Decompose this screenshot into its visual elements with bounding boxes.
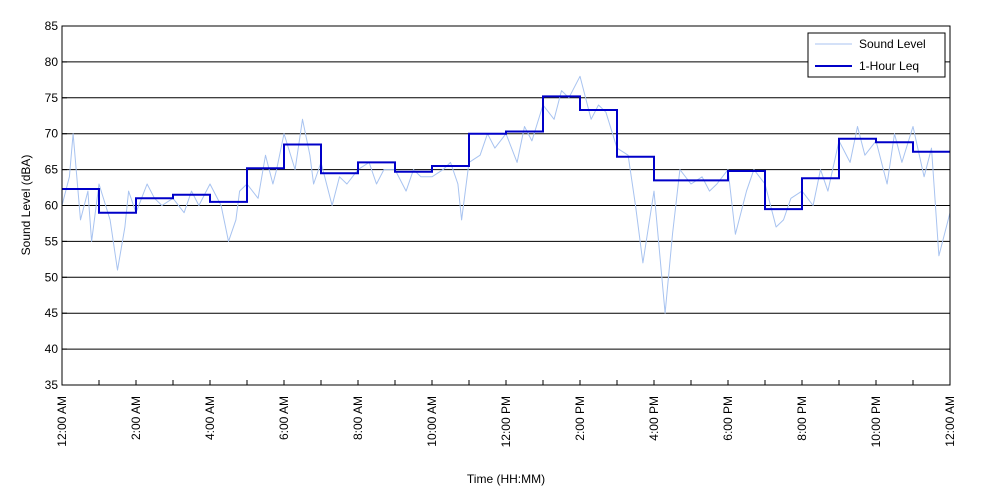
y-tick-label: 55 bbox=[45, 234, 59, 248]
x-tick-label: 2:00 PM bbox=[573, 396, 587, 441]
legend-label-1-hour-leq: 1-Hour Leq bbox=[859, 59, 919, 73]
x-tick-label: 10:00 PM bbox=[869, 396, 883, 447]
y-tick-label: 65 bbox=[45, 163, 59, 177]
y-tick-label: 40 bbox=[45, 342, 59, 356]
legend-box bbox=[807, 32, 946, 78]
x-tick-label: 2:00 AM bbox=[129, 396, 143, 440]
series-line-1-hour-leq bbox=[62, 95, 950, 214]
y-tick-label: 45 bbox=[45, 306, 59, 320]
x-tick-label: 4:00 PM bbox=[647, 396, 661, 441]
legend: Sound Level 1-Hour Leq bbox=[807, 32, 946, 78]
x-tick-label: 12:00 PM bbox=[499, 396, 513, 447]
y-tick-label: 35 bbox=[45, 378, 59, 392]
series-line-sound-level bbox=[61, 75, 951, 314]
x-tick-label: 8:00 AM bbox=[351, 396, 365, 440]
x-tick-label: 4:00 AM bbox=[203, 396, 217, 440]
y-tick-label: 50 bbox=[45, 270, 59, 284]
series-layer bbox=[61, 75, 951, 314]
x-axis-title: Time (HH:MM) bbox=[467, 472, 545, 486]
x-tick-label: 10:00 AM bbox=[425, 396, 439, 447]
plot-frame bbox=[61, 25, 951, 386]
y-tick-label: 75 bbox=[45, 91, 59, 105]
y-axis-title: Sound Level (dBA) bbox=[19, 155, 33, 256]
y-tick-label: 70 bbox=[45, 127, 59, 141]
x-tick-label: 12:00 AM bbox=[55, 396, 69, 447]
x-tick-label: 8:00 PM bbox=[795, 396, 809, 441]
legend-label-sound-level: Sound Level bbox=[859, 37, 926, 51]
x-tick-label: 12:00 AM bbox=[943, 396, 957, 447]
y-tick-label: 80 bbox=[45, 55, 59, 69]
y-tick-label: 60 bbox=[45, 199, 59, 213]
y-tick-label: 85 bbox=[45, 19, 59, 33]
x-tick-label: 6:00 PM bbox=[721, 396, 735, 441]
y-axis: 35 40 45 50 55 60 65 70 75 80 85 bbox=[45, 19, 67, 392]
x-tick-label: 6:00 AM bbox=[277, 396, 291, 440]
x-axis: 12:00 AM 2:00 AM 4:00 AM 6:00 AM 8:00 AM 10:0… bbox=[55, 380, 957, 447]
